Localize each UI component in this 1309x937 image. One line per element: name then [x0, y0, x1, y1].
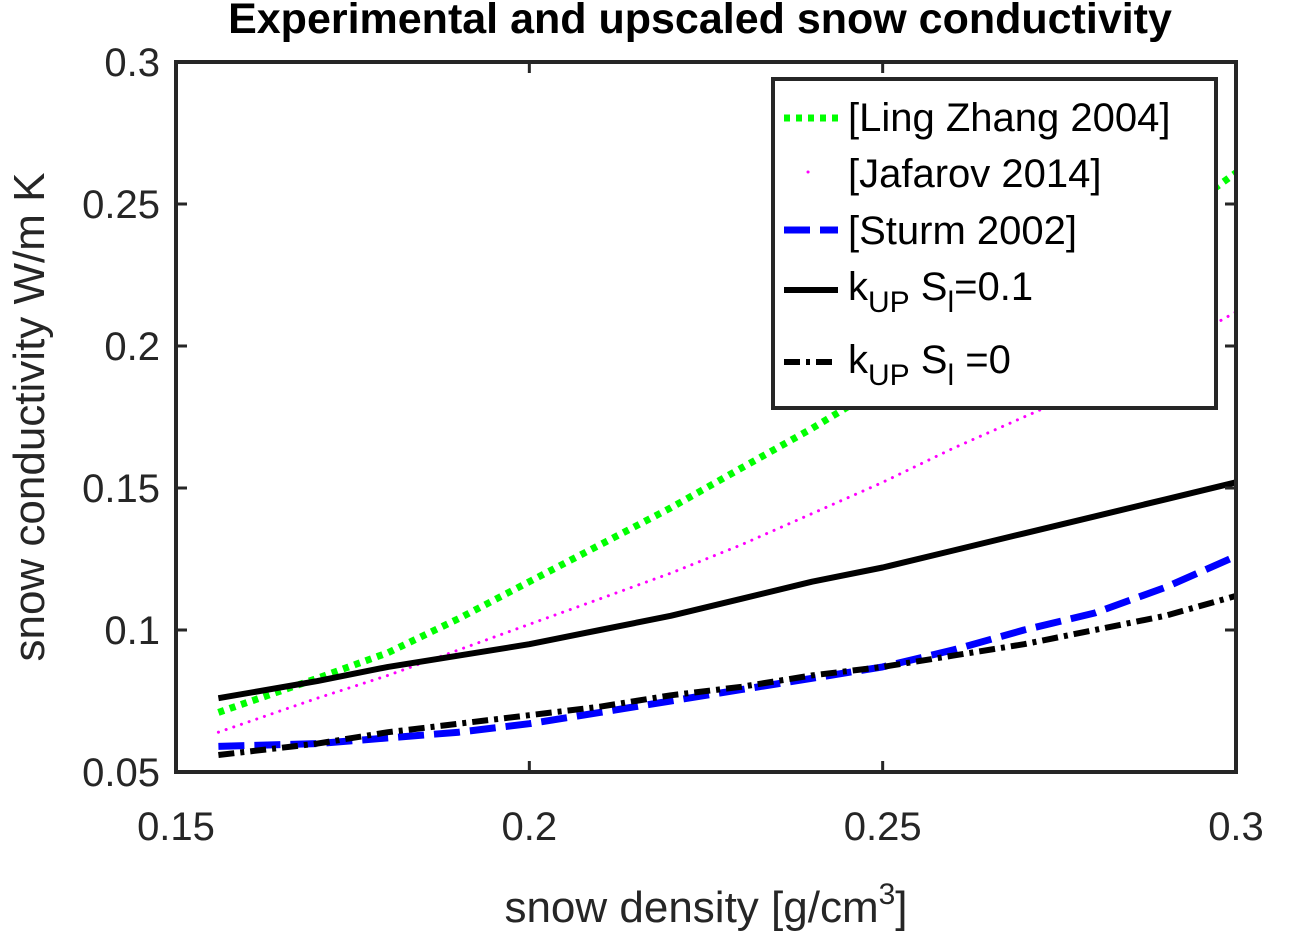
x-tick-label: 0.25: [844, 805, 922, 849]
series-group: [216, 169, 1239, 758]
legend-label-ling-zhang: [Ling Zhang 2004]: [848, 96, 1170, 140]
series-line-3: [217, 479, 1237, 702]
y-tick-label: 0.05: [82, 751, 160, 795]
chart-title: Experimental and upscaled snow conductiv…: [228, 0, 1172, 43]
series-line-0: [217, 169, 1239, 716]
legend-box: [771, 77, 1218, 410]
y-tick-label: 0.25: [82, 183, 160, 227]
series-line-4: [218, 593, 1237, 758]
y-tick-label: 0.15: [82, 467, 160, 511]
x-tick-label: 0.15: [137, 805, 215, 849]
series-line-1: [216, 310, 1238, 734]
legend-label-jafarov: [Jafarov 2014]: [848, 152, 1102, 196]
y-tick-label: 0.2: [104, 325, 160, 369]
x-tick-label: 0.2: [502, 805, 558, 849]
legend-label-kup-0: kUP Sl =0: [848, 338, 1011, 392]
x-axis-label-superscript: 3: [879, 878, 896, 911]
x-tick-label: 0.3: [1208, 805, 1264, 849]
x-axis-label: snow density [g/cm3]: [504, 878, 907, 932]
legend-label-sturm: [Sturm 2002]: [848, 209, 1077, 253]
legend-label-kup-01: kUP Sl=0.1: [848, 265, 1033, 319]
legend: [Ling Zhang 2004] [Jafarov 2014] [Sturm …: [771, 77, 1218, 410]
y-tick-label: 0.3: [104, 41, 160, 85]
y-tick-label: 0.1: [104, 609, 160, 653]
plot-frame: [174, 60, 1238, 774]
y-axis-ticks: 0.05 0.1 0.15 0.2 0.25 0.3: [82, 41, 1236, 795]
y-axis-label: snow conductivity W/m K: [5, 172, 54, 661]
